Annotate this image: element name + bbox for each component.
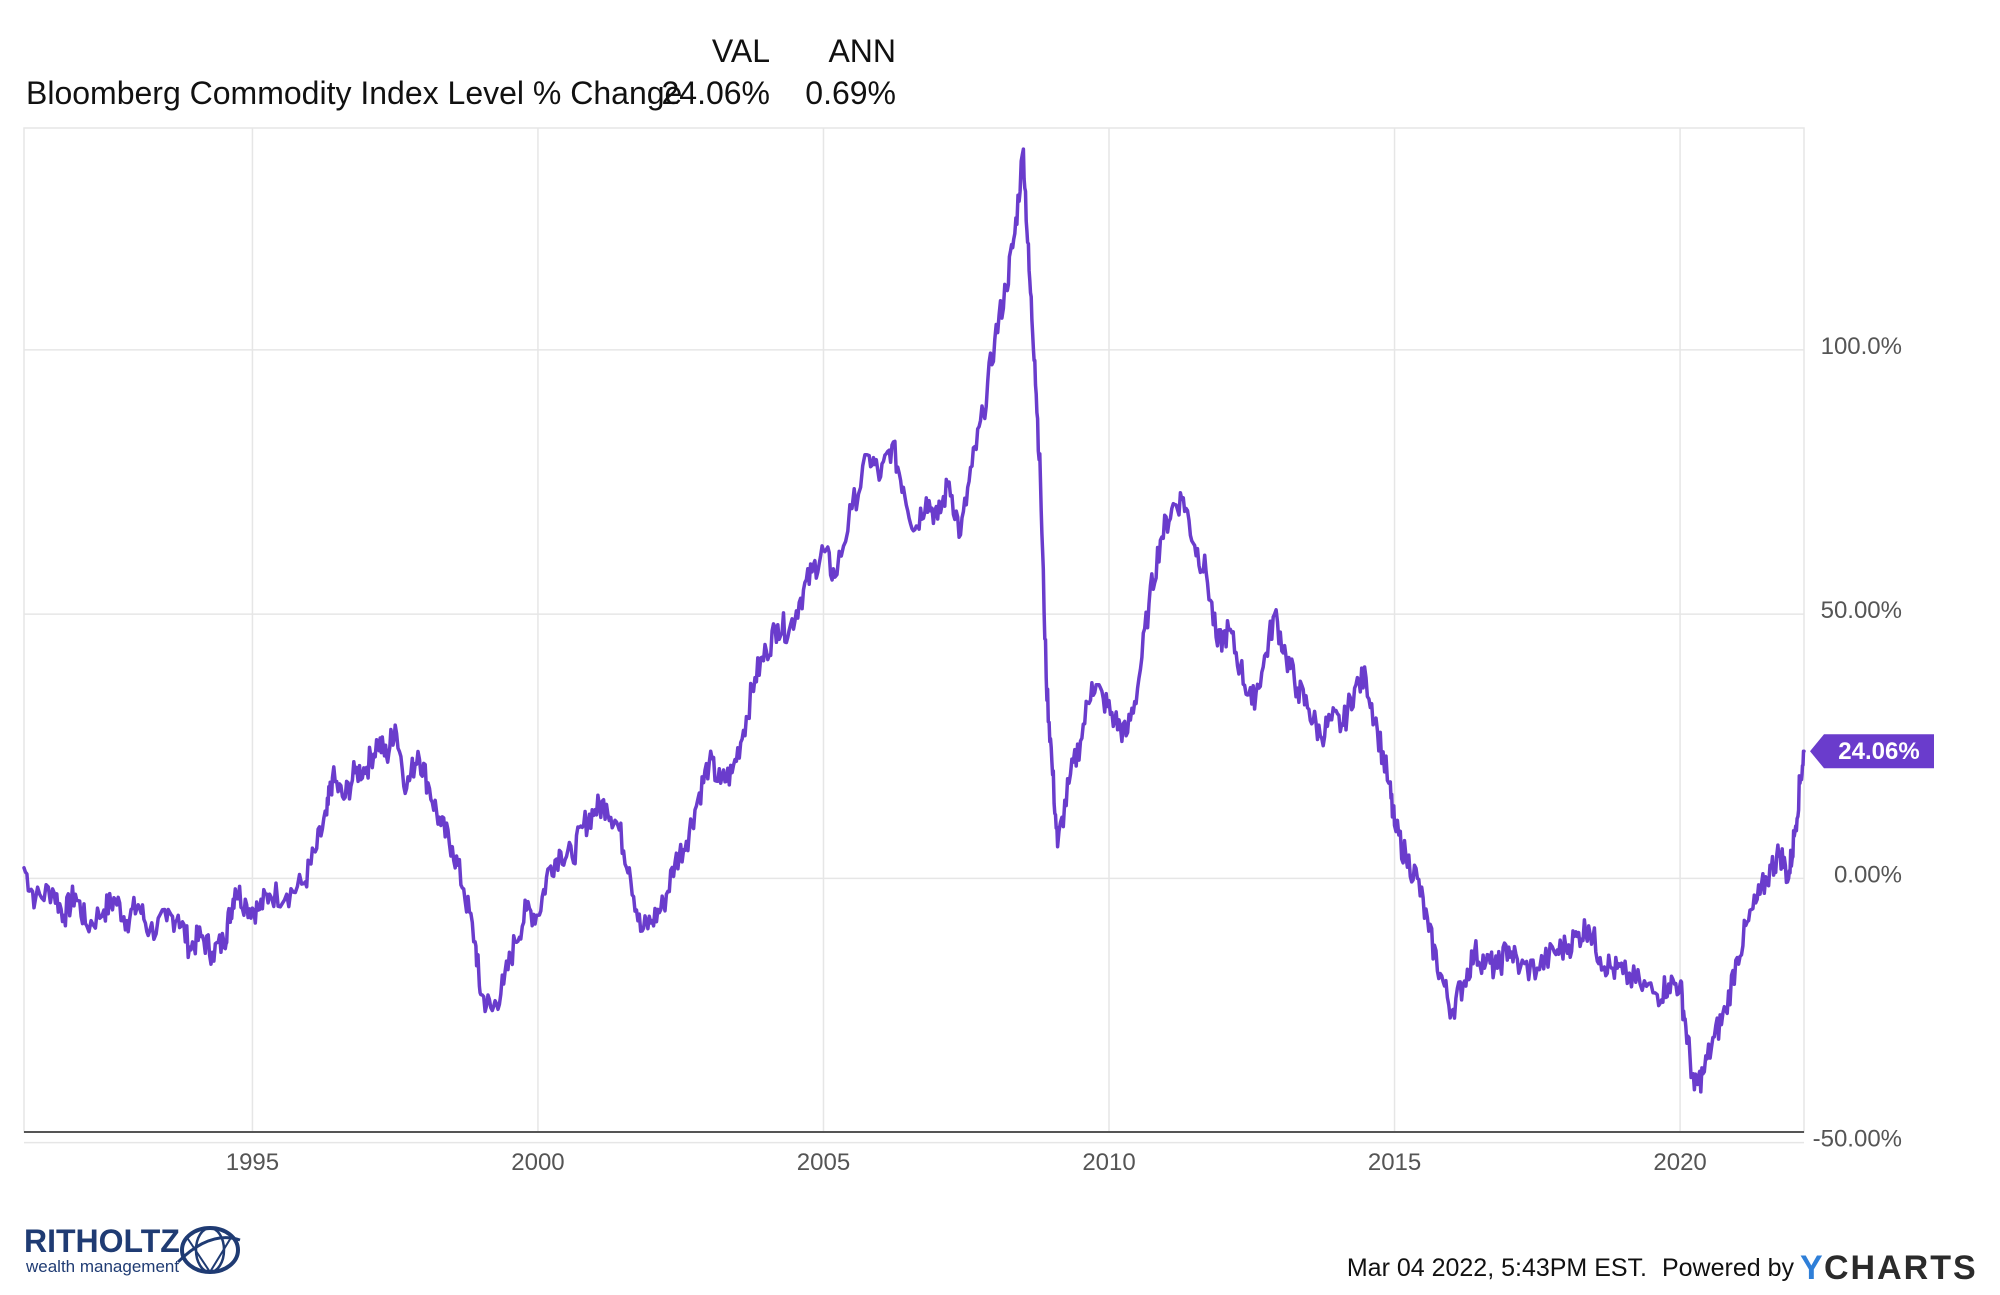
globe-icon — [176, 1226, 241, 1274]
legend-ann: 0.69% — [805, 75, 896, 111]
legend-val: 24.06% — [661, 75, 770, 111]
y-tick-label: 50.00% — [1821, 597, 1902, 624]
last-value-badge-label: 24.06% — [1838, 738, 1919, 765]
x-tick-label: 2000 — [511, 1149, 564, 1176]
y-tick-labels: 100.0% 50.00% 0.00% -50.00% — [1813, 333, 1902, 1153]
header-col-ann: ANN — [828, 33, 896, 69]
x-tick-label: 2005 — [797, 1149, 850, 1176]
y-gridlines — [24, 349, 1804, 1144]
plot-area: 1995 2000 2005 2010 2015 2020 100.0% 50.00% 0.0… — [22, 127, 1934, 1176]
timestamp-text: Mar 04 2022, 5:43PM EST. — [1347, 1254, 1647, 1282]
y-tick-label: 100.0% — [1821, 333, 1902, 360]
y-tick-label: 0.00% — [1834, 861, 1902, 888]
last-value-badge-shape — [1810, 734, 1934, 769]
x-tick-label: 2020 — [1653, 1149, 1706, 1176]
ycharts-wordmark: CHARTS — [1824, 1249, 1978, 1287]
x-gridlines — [251, 128, 1681, 1132]
x-tick-labels: 1995 2000 2005 2010 2015 2020 — [226, 1149, 1707, 1176]
plot-frame — [23, 127, 1805, 1133]
x-tick-label: 2015 — [1368, 1149, 1421, 1176]
ritholtz-logo: RITHOLTZ wealth management — [24, 1223, 241, 1276]
powered-by-text: Powered by — [1662, 1254, 1795, 1282]
logo-title: RITHOLTZ — [24, 1223, 180, 1259]
legend-series-label: Bloomberg Commodity Index Level % Change — [26, 75, 682, 111]
ycharts-y: Y — [1800, 1249, 1823, 1287]
y-tick-label: -50.00% — [1813, 1126, 1902, 1153]
footer-timestamp: Mar 04 2022, 5:43PM EST. Powered by — [1347, 1254, 1795, 1282]
last-value-badge: 24.06% — [1810, 734, 1934, 769]
x-tick-label: 2010 — [1082, 1149, 1135, 1176]
logo-subtitle: wealth management — [25, 1257, 179, 1276]
ycharts-logo: Y CHARTS — [1800, 1249, 1978, 1287]
x-tick-label: 1995 — [226, 1149, 279, 1176]
series-line-bcom — [22, 147, 1806, 1094]
header-col-val: VAL — [712, 33, 770, 69]
